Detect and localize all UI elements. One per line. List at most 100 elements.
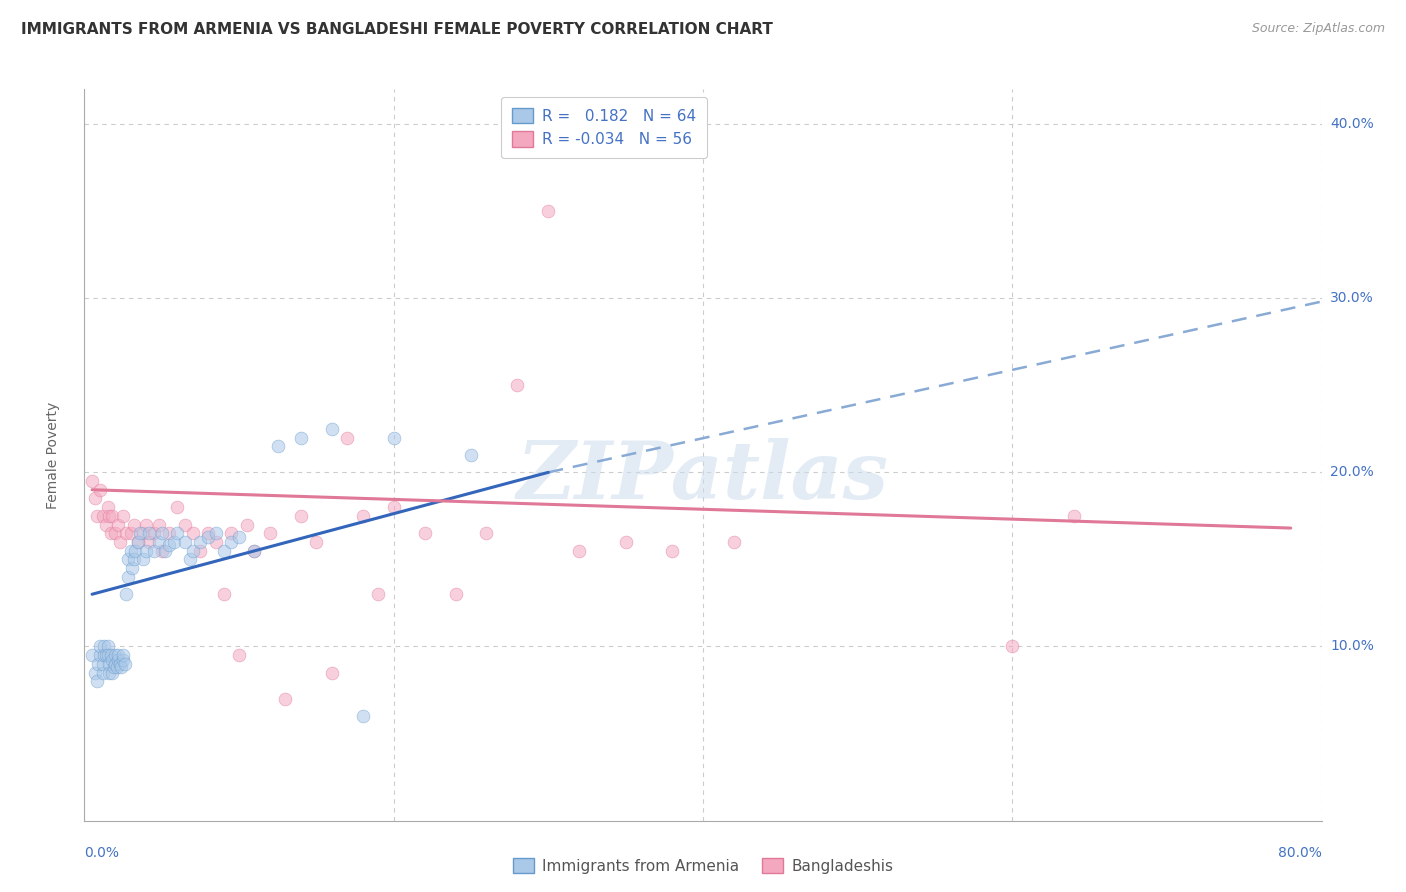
Point: [148, 535, 170, 549]
Point: [122, 517, 145, 532]
Point: [122, 552, 145, 566]
Point: [305, 535, 328, 549]
Point: [117, 552, 139, 566]
Point: [105, 660, 128, 674]
Point: [82, 474, 104, 488]
Point: [93, 640, 115, 654]
Point: [135, 543, 157, 558]
Point: [321, 422, 343, 436]
Point: [181, 526, 204, 541]
Point: [96, 500, 118, 515]
Point: [219, 535, 242, 549]
Point: [367, 587, 389, 601]
Point: [163, 535, 186, 549]
Legend: R =   0.182   N = 64, R = -0.034   N = 56: R = 0.182 N = 64, R = -0.034 N = 56: [501, 97, 707, 158]
Point: [117, 570, 139, 584]
Point: [84, 491, 107, 506]
Point: [188, 535, 211, 549]
Point: [112, 648, 135, 663]
Point: [86, 508, 108, 523]
Point: [104, 526, 127, 541]
Point: [661, 543, 683, 558]
Point: [352, 709, 374, 723]
Point: [129, 526, 152, 541]
Point: [179, 552, 201, 566]
Point: [121, 561, 143, 575]
Text: 30.0%: 30.0%: [1330, 291, 1374, 305]
Point: [235, 517, 259, 532]
Point: [1001, 640, 1024, 654]
Point: [94, 648, 117, 663]
Point: [94, 517, 117, 532]
Point: [84, 665, 107, 680]
Point: [274, 691, 297, 706]
Point: [108, 657, 131, 671]
Point: [382, 430, 405, 444]
Point: [290, 508, 312, 523]
Point: [1063, 508, 1085, 523]
Point: [174, 517, 197, 532]
Point: [138, 535, 160, 549]
Point: [228, 648, 250, 663]
Point: [568, 543, 591, 558]
Point: [101, 653, 124, 667]
Point: [205, 535, 228, 549]
Point: [91, 665, 114, 680]
Point: [127, 535, 149, 549]
Point: [89, 483, 111, 497]
Point: [89, 640, 111, 654]
Point: [352, 508, 374, 523]
Point: [153, 543, 176, 558]
Text: IMMIGRANTS FROM ARMENIA VS BANGLADESHI FEMALE POVERTY CORRELATION CHART: IMMIGRANTS FROM ARMENIA VS BANGLADESHI F…: [21, 22, 773, 37]
Text: Female Poverty: Female Poverty: [46, 401, 60, 508]
Point: [460, 448, 482, 462]
Point: [150, 526, 173, 541]
Point: [228, 530, 250, 544]
Point: [413, 526, 436, 541]
Point: [205, 526, 228, 541]
Point: [108, 535, 131, 549]
Point: [96, 648, 118, 663]
Point: [98, 657, 121, 671]
Text: 40.0%: 40.0%: [1330, 117, 1374, 131]
Point: [96, 640, 118, 654]
Point: [132, 526, 155, 541]
Point: [259, 526, 281, 541]
Point: [103, 660, 125, 674]
Point: [174, 535, 197, 549]
Point: [110, 660, 132, 674]
Point: [243, 543, 266, 558]
Point: [181, 543, 204, 558]
Point: [101, 665, 124, 680]
Point: [104, 648, 127, 663]
Point: [89, 648, 111, 663]
Text: 0.0%: 0.0%: [84, 846, 120, 860]
Point: [143, 526, 166, 541]
Point: [104, 657, 127, 671]
Point: [166, 500, 188, 515]
Point: [91, 508, 114, 523]
Point: [336, 430, 359, 444]
Point: [614, 535, 637, 549]
Point: [243, 543, 266, 558]
Text: Source: ZipAtlas.com: Source: ZipAtlas.com: [1251, 22, 1385, 36]
Point: [127, 535, 149, 549]
Point: [98, 665, 121, 680]
Text: ZIPatlas: ZIPatlas: [517, 438, 889, 516]
Point: [107, 648, 129, 663]
Point: [382, 500, 405, 515]
Point: [98, 508, 121, 523]
Point: [321, 665, 343, 680]
Point: [150, 543, 173, 558]
Point: [159, 539, 180, 553]
Point: [212, 587, 235, 601]
Point: [101, 508, 124, 523]
Point: [197, 526, 219, 541]
Point: [100, 526, 122, 541]
Text: 80.0%: 80.0%: [1278, 846, 1322, 860]
Point: [723, 535, 745, 549]
Point: [188, 543, 211, 558]
Point: [148, 517, 170, 532]
Point: [219, 526, 242, 541]
Point: [475, 526, 498, 541]
